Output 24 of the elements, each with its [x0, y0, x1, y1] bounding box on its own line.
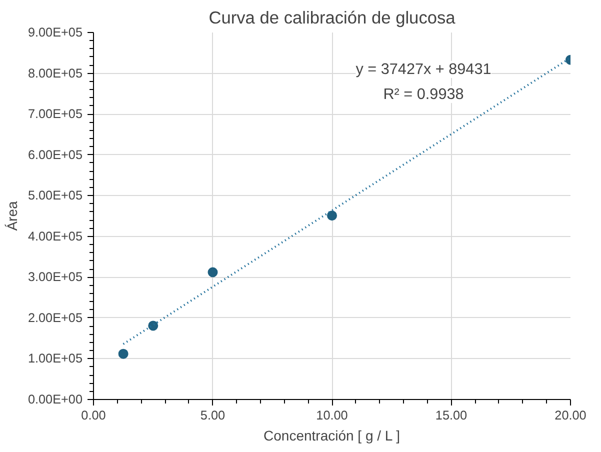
chart-title: Curva de calibración de glucosa: [208, 8, 456, 28]
y-tick-label: 8.00E+05: [28, 66, 83, 80]
y-tick-label: 3.00E+05: [28, 270, 83, 284]
point: [118, 348, 128, 359]
x-tick-label: 5.00: [200, 408, 226, 422]
y-tick-label: 6.00E+05: [28, 148, 83, 162]
x-axis-title: Concentración [ g / L ]: [264, 428, 400, 444]
y-tick-label: 0.00E+00: [28, 392, 83, 406]
y-axis-title: Área: [4, 201, 20, 231]
x-tick-label: 15.00: [435, 408, 468, 422]
y-tick-label: 5.00E+05: [28, 188, 83, 203]
y-tick-label: 1.00E+05: [28, 352, 83, 366]
point: [208, 267, 218, 278]
y-tick-label: 9.00E+05: [28, 26, 83, 40]
y-tick-label: 4.00E+05: [28, 229, 83, 244]
point: [148, 320, 158, 331]
x-tick-label: 0.00: [81, 408, 106, 422]
point: [327, 210, 337, 221]
x-tick-label: 10.00: [316, 408, 348, 422]
annotation: R² = 0.9938: [383, 86, 464, 103]
y-tick-label: 2.00E+05: [28, 310, 83, 325]
annotation: y = 37427x + 89431: [356, 61, 492, 78]
y-tick-label: 7.00E+05: [28, 107, 83, 122]
x-tick-label: 20.00: [554, 408, 586, 422]
